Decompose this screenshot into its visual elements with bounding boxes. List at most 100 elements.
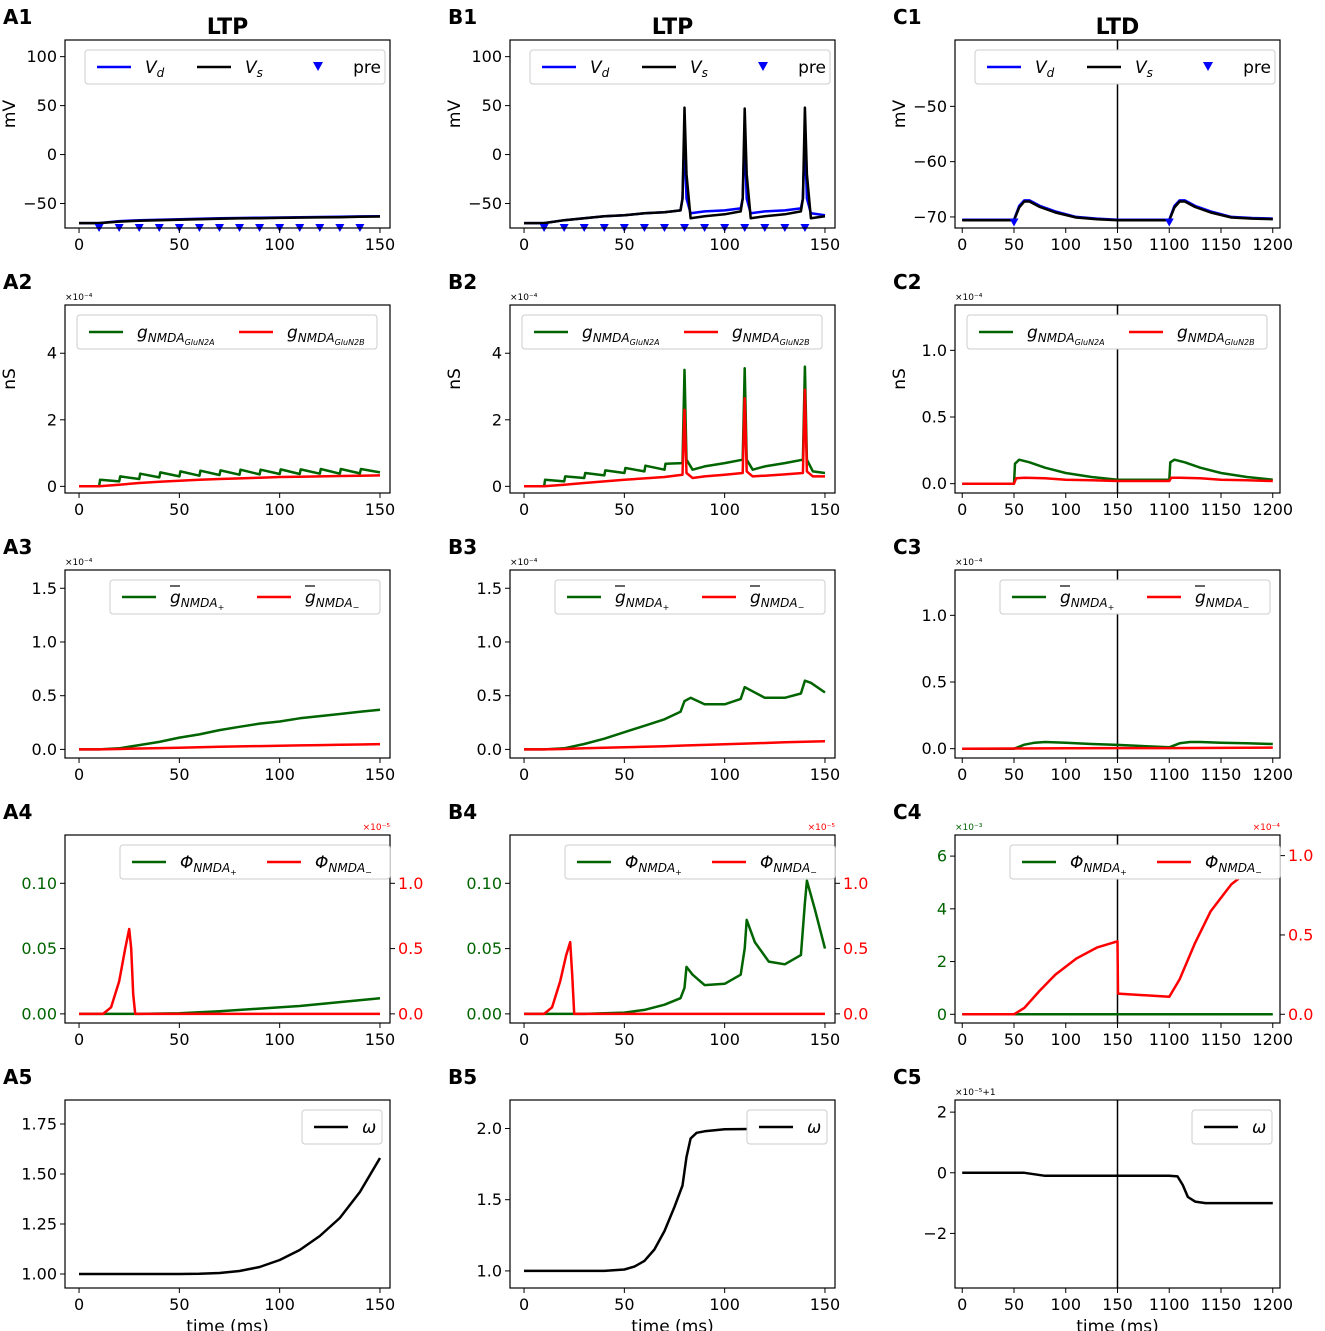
x-tick-label: 150 (365, 235, 396, 254)
legend-symbol: g (1027, 323, 1038, 343)
series-line-phi-nmda- (79, 996, 381, 1016)
sci-offset-label: ×10⁻⁴ (65, 558, 93, 568)
panel-label: B3 (448, 535, 477, 559)
y-tick-label: 0 (47, 477, 57, 496)
legend-entry: pre (313, 58, 381, 78)
plot-area (524, 1127, 826, 1273)
y-tick-label: 6 (937, 847, 947, 866)
x-tick-label: 0 (957, 235, 967, 254)
panel-label: A2 (3, 270, 32, 294)
panel-label: A5 (3, 1065, 32, 1089)
legend-entry: ΦNMDA+ (577, 853, 682, 877)
legend-box (119, 844, 391, 880)
legend-sub-subscript: GluN2A (630, 338, 660, 347)
legend-symbol: Φ (625, 853, 638, 873)
legend: ΦNMDA+ ΦNMDA− (564, 844, 836, 880)
legend-subscript: NMDA (193, 861, 230, 875)
sci-offset-label-left: ×10⁻³ (955, 823, 983, 833)
x-tick-label: 0 (519, 1295, 529, 1314)
x-tick-label: 0 (74, 765, 84, 784)
x-tick-label: 1200 (1252, 1295, 1293, 1314)
y-tick-label: −50 (468, 194, 502, 213)
y-tick-label: 0.0 (32, 740, 57, 759)
legend-sub-subscript: GluN2B (335, 338, 365, 347)
legend-entry: ΦNMDA+ (132, 853, 237, 877)
legend-subscript: s (257, 66, 263, 80)
legend-subscript: NMDA (1038, 331, 1075, 345)
legend-sub-subscript: + (1120, 868, 1127, 877)
legend: gNMDAGluN2A gNMDAGluN2B (966, 314, 1268, 350)
legend: Vd Vs pre (974, 49, 1276, 85)
series-line-gbar-nmda- (79, 742, 381, 751)
x-tick-label: 50 (614, 1295, 634, 1314)
legend-sub-subscript: + (675, 868, 682, 877)
legend-entry: Vd (542, 58, 610, 80)
legend-entry: gNMDAGluN2B (684, 323, 810, 347)
legend-symbol: g (1195, 588, 1206, 608)
y-tick-label: 0.05 (466, 939, 502, 958)
legend-symbol: g (305, 588, 316, 608)
x-tick-label: 1150 (1201, 1295, 1242, 1314)
panel-label: C1 (893, 5, 922, 29)
y-tick-label: 0.00 (21, 1004, 57, 1023)
x-tick-label: 1100 (1149, 765, 1190, 784)
sci-offset-label: ×10⁻⁴ (510, 293, 538, 303)
legend-sub-subscript: − (798, 603, 805, 612)
legend-sub-subscript: GluN2A (185, 338, 215, 347)
legend-symbol: ω (362, 1118, 376, 1138)
y-tick-label: 2.0 (477, 1119, 502, 1138)
x-tick-label: 100 (1050, 765, 1081, 784)
legend-label: ΦNMDA− (315, 853, 372, 877)
legend-label: gNMDA− (1195, 588, 1249, 612)
x-tick-label: 150 (365, 1030, 396, 1049)
y-tick-label: 1.50 (21, 1165, 57, 1184)
series-line-gbar-nmda- (524, 679, 826, 751)
legend: ω (1191, 1109, 1273, 1145)
y-tick-label: 0.5 (32, 686, 57, 705)
legend-entry: ΦNMDA− (267, 853, 372, 877)
y-tick-label-right: 0.0 (1288, 1005, 1313, 1024)
x-tick-label: 1100 (1149, 500, 1190, 519)
legend-entry: ΦNMDA− (1157, 853, 1262, 877)
legend-label: ω (1252, 1118, 1266, 1138)
y-tick-label: 2 (937, 952, 947, 971)
series-line-gbar-nmda- (962, 746, 1273, 750)
axes-frame (509, 304, 836, 494)
y-tick-label-right: 1.0 (398, 874, 423, 893)
sci-offset-label: ×10⁻⁵+1 (955, 1088, 996, 1098)
legend-subscript: NMDA (593, 331, 630, 345)
panel-B5: B5 0 50 100 150 1.0 1.5 2.0 time (ms) ω (448, 1065, 840, 1331)
legend-box (966, 314, 1268, 350)
legend-label: ΦNMDA+ (180, 853, 237, 877)
legend-sub-subscript: + (230, 868, 237, 877)
x-tick-label: 1150 (1201, 500, 1242, 519)
axes-frame (509, 39, 836, 229)
y-tick-label-right: 0.5 (1288, 925, 1313, 944)
column-title-3: LTD (1096, 15, 1140, 40)
x-tick-label: 0 (74, 500, 84, 519)
legend-symbol: g (137, 323, 148, 343)
plot-area (524, 879, 827, 1016)
legend-label: gNMDAGluN2A (137, 323, 215, 347)
y-tick-label: 1.0 (922, 606, 947, 625)
plot-area (962, 199, 1273, 222)
plot-area (524, 106, 826, 225)
series-line-omega (962, 1171, 1273, 1205)
y-tick-label: −50 (23, 194, 57, 213)
legend-subscript: NMDA (1071, 596, 1108, 610)
plot-area (524, 679, 826, 751)
y-tick-label: 1.0 (477, 632, 502, 651)
x-tick-label: 0 (74, 1030, 84, 1049)
panel-label: C3 (893, 535, 922, 559)
y-tick-label: 1.5 (477, 1190, 502, 1209)
legend-label: gNMDA+ (615, 588, 669, 612)
legend-label: Vs (690, 58, 708, 80)
x-tick-label: 1200 (1252, 500, 1293, 519)
legend: Vd Vs pre (84, 49, 386, 85)
sci-offset-label-right: ×10⁻⁴ (1253, 823, 1281, 833)
legend-subscript: NMDA (1206, 596, 1243, 610)
